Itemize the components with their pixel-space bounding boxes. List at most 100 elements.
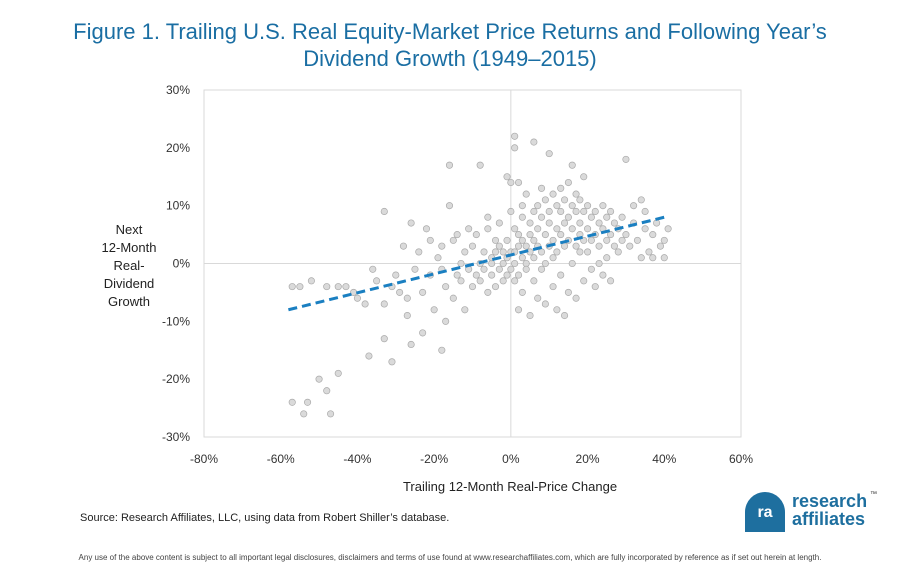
scatter-point — [618, 236, 626, 244]
scatter-point — [488, 271, 496, 279]
scatter-point — [660, 236, 668, 244]
scatter-point — [564, 213, 572, 221]
scatter-point — [568, 202, 576, 210]
scatter-point — [587, 265, 595, 273]
y-tick-label: 30% — [166, 83, 190, 97]
scatter-point — [484, 213, 492, 221]
scatter-point — [334, 369, 342, 377]
scatter-point — [576, 196, 584, 204]
scatter-point — [568, 225, 576, 233]
scatter-point — [365, 352, 373, 360]
scatter-point — [561, 219, 569, 227]
scatter-point — [576, 248, 584, 256]
y-axis-title-line: Dividend — [103, 276, 155, 291]
y-axis-title-line: Growth — [108, 294, 150, 309]
scatter-point — [595, 219, 603, 227]
scatter-point — [315, 375, 323, 383]
scatter-point — [584, 202, 592, 210]
scatter-point — [442, 283, 450, 291]
scatter-point — [557, 207, 565, 216]
scatter-point — [514, 271, 523, 279]
scatter-point — [403, 311, 411, 320]
scatter-point — [534, 225, 542, 233]
scatter-point — [426, 236, 434, 244]
y-tick-label: 0% — [173, 257, 191, 271]
scatter-point — [561, 196, 569, 204]
logo-mark-letters: ra — [757, 504, 773, 521]
scatter-point — [537, 265, 546, 273]
scatter-point — [522, 190, 530, 198]
chart-title-line-1: Figure 1. Trailing U.S. Real Equity-Mark… — [73, 19, 827, 44]
x-tick-label: -40% — [343, 452, 371, 466]
scatter-point — [645, 248, 653, 256]
scatter-point — [484, 288, 492, 296]
x-tick-label: 0% — [502, 452, 520, 466]
scatter-point — [653, 219, 661, 227]
scatter-point — [449, 236, 457, 244]
scatter-point — [530, 138, 538, 146]
scatter-point — [430, 306, 438, 314]
scatter-point — [373, 277, 381, 285]
scatter-point — [572, 294, 580, 302]
scatter-point — [503, 271, 511, 279]
scatter-point — [422, 225, 431, 233]
scatter-point — [607, 277, 615, 285]
y-axis-title-line: Real- — [113, 258, 145, 273]
scatter-point — [461, 248, 469, 256]
scatter-point — [403, 294, 411, 302]
scatter-point — [530, 277, 538, 285]
scatter-point — [518, 213, 526, 221]
scatter-point — [457, 259, 465, 268]
legal-disclaimer: Any use of the above content is subject … — [78, 553, 822, 562]
scatter-point — [361, 300, 369, 308]
logo-trademark: ™ — [870, 491, 877, 498]
scatter-point — [323, 283, 331, 291]
scatter-point — [288, 283, 296, 291]
scatter-point — [576, 219, 584, 227]
scatter-point — [468, 283, 477, 291]
scatter-point — [545, 219, 553, 227]
scatter-point — [507, 178, 515, 187]
scatter-point — [530, 207, 538, 216]
scatter-point — [369, 265, 377, 273]
source-note: Source: Research Affiliates, LLC, using … — [80, 512, 450, 524]
x-tick-label: 40% — [652, 452, 676, 466]
scatter-point — [453, 271, 461, 279]
y-axis-title: Next 12-Month Real- Dividend Growth — [92, 221, 166, 311]
chart-title-line-2: Dividend Growth (1949–2015) — [303, 46, 597, 71]
scatter-point — [518, 202, 526, 210]
scatter-point — [637, 254, 645, 262]
logo-mark-icon: ra — [745, 492, 785, 532]
scatter-point — [407, 219, 415, 227]
scatter-point — [457, 277, 465, 285]
scatter-point — [610, 242, 618, 250]
scatter-point — [514, 231, 523, 239]
y-tick-label: 20% — [166, 141, 190, 155]
scatter-point — [499, 248, 507, 256]
scatter-point — [503, 236, 511, 244]
scatter-point — [518, 254, 526, 262]
scatter-point — [484, 225, 492, 233]
scatter-point — [307, 277, 315, 285]
scatter-point — [564, 288, 572, 296]
scatter-point — [507, 265, 515, 273]
scatter-point — [561, 242, 569, 250]
scatter-point — [491, 283, 500, 291]
x-tick-label: -80% — [190, 452, 218, 466]
scatter-point — [495, 219, 503, 227]
scatter-point — [537, 248, 546, 256]
scatter-point — [514, 306, 523, 314]
scatter-point — [495, 265, 503, 273]
scatter-point — [438, 242, 446, 250]
scatter-point — [622, 231, 630, 239]
scatter-point — [595, 242, 603, 250]
x-tick-label: 60% — [729, 452, 753, 466]
scatter-point — [300, 410, 308, 418]
scatter-point — [445, 202, 454, 210]
scatter-point — [304, 398, 312, 406]
logo-wordmark: research affiliates — [792, 492, 867, 528]
scatter-point — [568, 161, 576, 169]
scatter-point — [522, 242, 530, 250]
scatter-point — [327, 410, 335, 418]
